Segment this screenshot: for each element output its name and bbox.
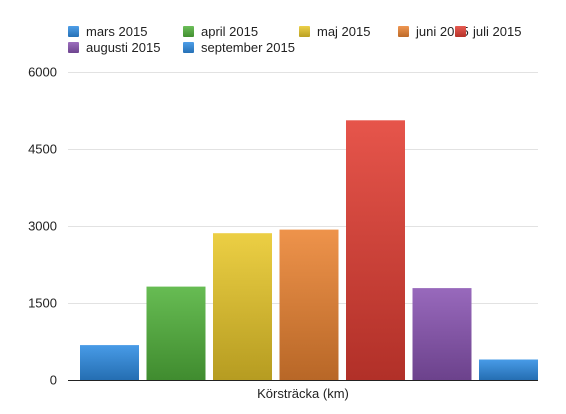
legend-item: april 2015 [183, 24, 258, 39]
legend-item: mars 2015 [68, 24, 147, 39]
legend-item: september 2015 [183, 40, 295, 55]
legend-item: maj 2015 [299, 24, 370, 39]
legend-label: april 2015 [201, 24, 259, 39]
legend-label: juli 2015 [473, 24, 522, 39]
legend-swatch [68, 26, 79, 37]
legend-swatch [299, 26, 310, 37]
y-axis-ticks: 0 1500 3000 4500 6000 [28, 65, 57, 388]
bar-maj-2015 [213, 233, 272, 380]
legend-label: maj 2015 [317, 24, 371, 39]
bars [80, 120, 538, 381]
legend-swatch [68, 42, 79, 53]
bar-juni-2015 [279, 229, 339, 380]
legend-swatch [455, 26, 466, 37]
legend-swatch [183, 42, 194, 53]
y-tick-label: 4500 [28, 142, 57, 157]
legend-swatch [183, 26, 194, 37]
bar-april-2015 [146, 286, 206, 380]
bar-mars-2015 [80, 345, 139, 380]
y-tick-label: 0 [50, 373, 57, 388]
legend-label: augusti 2015 [86, 40, 161, 55]
y-tick-label: 1500 [28, 296, 57, 311]
y-tick-label: 3000 [28, 219, 57, 234]
legend-label: mars 2015 [86, 24, 148, 39]
y-tick-label: 6000 [28, 65, 57, 80]
legend-label: september 2015 [201, 40, 295, 55]
bar-september-2015 [479, 359, 538, 380]
x-axis-label: Körsträcka (km) [257, 386, 349, 401]
legend-swatch [398, 26, 409, 37]
legend-item: juli 2015 [455, 24, 521, 39]
chart-legend: mars 2015 april 2015 maj 2015 juni 2015 juli… [68, 24, 538, 58]
legend-item: augusti 2015 [68, 40, 160, 55]
bar-augusti-2015 [412, 288, 472, 380]
bar-juli-2015 [346, 120, 405, 381]
